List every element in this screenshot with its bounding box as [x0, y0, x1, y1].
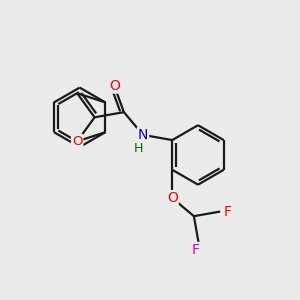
Text: O: O [167, 191, 178, 205]
Text: N: N [138, 128, 148, 142]
Text: O: O [72, 135, 83, 148]
Text: F: F [192, 243, 200, 257]
Text: H: H [134, 142, 143, 155]
Text: F: F [224, 205, 232, 218]
Text: O: O [109, 79, 120, 93]
